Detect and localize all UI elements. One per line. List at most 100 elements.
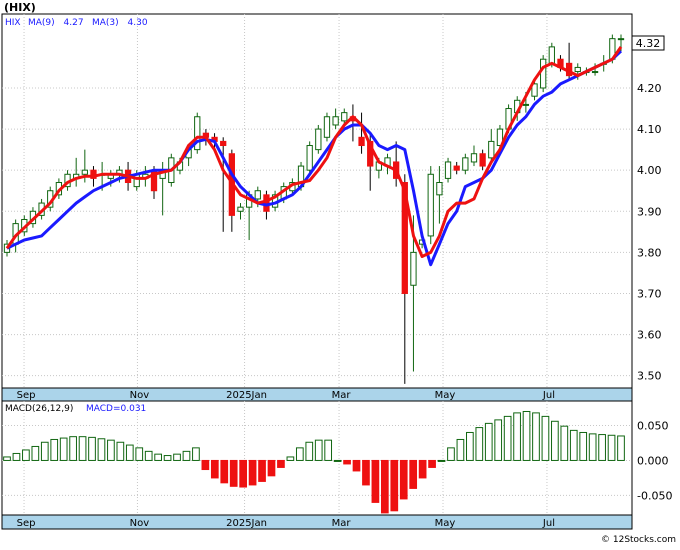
candle <box>315 124 322 154</box>
macd-bar <box>617 435 625 461</box>
macd-y-tick: -0.050 <box>637 489 672 502</box>
macd-bar <box>399 459 408 500</box>
price-x-tick: Mar <box>332 390 352 401</box>
price-y-tick: 3.50 <box>637 370 662 383</box>
macd-bar <box>333 459 342 462</box>
macd-bar <box>201 459 210 471</box>
macd-bar <box>22 449 30 461</box>
macd-bar <box>69 436 77 461</box>
price-y-axis: 3.50 3.60 3.70 3.80 3.90 4.00 4.10 4.20 <box>637 82 662 383</box>
price-x-tick: Jul <box>542 390 555 401</box>
candle <box>194 112 201 154</box>
macd-bar <box>513 412 521 461</box>
macd-bar <box>295 447 304 461</box>
price-y-tick: 4.10 <box>637 123 662 136</box>
candle <box>540 55 547 93</box>
macd-bar <box>50 438 59 461</box>
ma-slow-line <box>6 49 623 267</box>
macd-bar <box>371 459 380 503</box>
macd-legend-value: MACD=0.031 <box>86 404 146 414</box>
macd-bar <box>3 456 11 461</box>
macd-x-tick: Jul <box>542 518 555 529</box>
macd-bar <box>390 459 399 512</box>
last-price-tag <box>631 35 665 51</box>
price-y-tick: 3.70 <box>637 287 662 300</box>
macd-y-tick: 0.050 <box>637 419 669 432</box>
macd-bar <box>258 459 266 482</box>
macd-bar <box>210 459 219 479</box>
candle <box>237 203 244 220</box>
macd-bar <box>380 459 389 514</box>
macd-bar <box>229 459 238 487</box>
macd-bar <box>418 459 427 479</box>
candle <box>488 129 495 162</box>
candle <box>332 108 339 130</box>
macd-bar <box>484 422 493 461</box>
macd-bar <box>182 450 191 461</box>
last-price-label: 4.32 <box>636 37 661 50</box>
candle <box>496 124 504 150</box>
macd-bar <box>598 434 606 461</box>
candle <box>401 174 408 384</box>
macd-bar <box>494 419 503 461</box>
macd-bar <box>173 453 181 461</box>
macd-bar <box>532 412 540 461</box>
macd-histogram <box>3 410 625 514</box>
price-legend-ma3: MA(3) 4.30 <box>92 18 148 28</box>
candle <box>220 137 227 232</box>
price-y-tick: 3.60 <box>637 329 662 342</box>
macd-bar <box>503 415 512 461</box>
macd-bar <box>362 459 370 486</box>
macd-bar <box>59 437 68 461</box>
candle <box>436 166 443 224</box>
price-y-tick: 3.80 <box>637 246 662 259</box>
price-x-axis-band <box>1 387 633 402</box>
price-y-tick: 3.90 <box>637 205 662 218</box>
candle <box>358 112 365 154</box>
macd-bar <box>125 444 134 461</box>
price-legend-hix: HIX <box>5 18 21 28</box>
macd-bar <box>154 453 162 461</box>
macd-bar <box>466 431 474 461</box>
macd-bar <box>437 459 446 462</box>
macd-bar <box>220 459 229 484</box>
macd-bar <box>447 447 455 461</box>
macd-bar <box>12 452 21 461</box>
candle <box>427 166 434 245</box>
macd-bar <box>305 441 314 461</box>
ma-fast-line <box>5 46 623 258</box>
candle <box>462 153 469 175</box>
candle <box>591 63 599 76</box>
macd-x-tick: 2025Jan <box>226 518 267 529</box>
price-x-tick: Sep <box>17 390 36 401</box>
candle <box>444 157 452 183</box>
candle <box>470 145 478 167</box>
macd-x-axis-band <box>1 514 633 530</box>
macd-bar <box>31 445 40 461</box>
candle <box>531 79 538 101</box>
candle <box>479 149 486 171</box>
macd-bar <box>248 459 257 486</box>
price-x-tick: Nov <box>130 390 150 401</box>
macd-bar <box>551 420 559 461</box>
macd-bar <box>579 431 588 461</box>
macd-bar <box>475 427 484 461</box>
macd-legend-params: MACD(26,12,9) <box>5 404 73 414</box>
macd-bar <box>324 439 333 461</box>
macd-bar <box>560 425 569 461</box>
macd-bar <box>144 450 153 461</box>
price-y-tick: 4.20 <box>637 82 662 95</box>
price-panel <box>1 13 633 389</box>
price-x-tick: 2025Jan <box>226 390 267 401</box>
candle <box>453 161 460 175</box>
macd-bar <box>88 436 96 461</box>
macd-bar <box>135 447 144 461</box>
macd-x-tick: Sep <box>17 518 36 529</box>
macd-bar <box>163 455 172 461</box>
candle <box>341 108 348 125</box>
macd-bar <box>607 434 616 461</box>
macd-bar <box>107 439 115 461</box>
macd-bar <box>456 438 465 461</box>
